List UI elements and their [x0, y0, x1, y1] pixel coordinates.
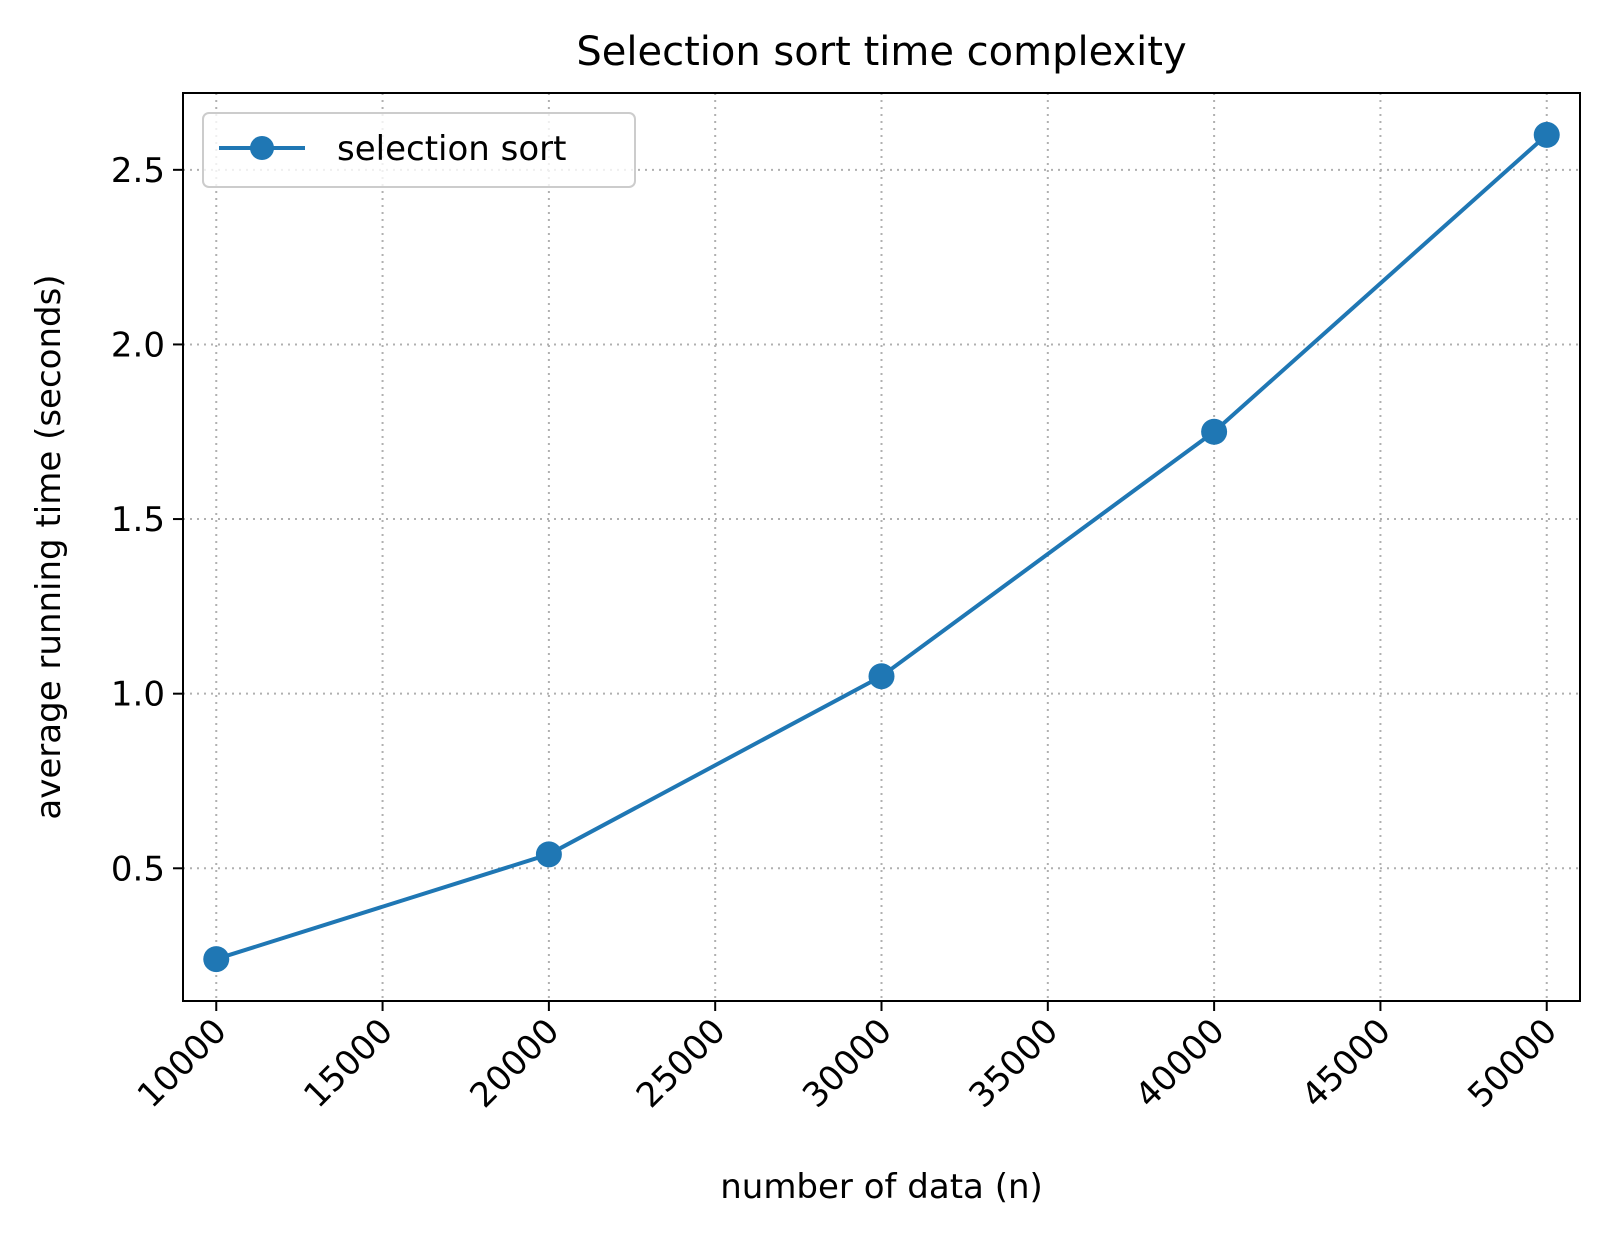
- data-point: [535, 841, 562, 868]
- x-tick-label: 45000: [1294, 1011, 1399, 1116]
- x-tick-label: 30000: [795, 1011, 900, 1116]
- y-tick-label: 2.0: [111, 325, 165, 365]
- grid: [183, 93, 1580, 1001]
- data-point: [1201, 418, 1228, 445]
- plot-frame: [182, 92, 1581, 1002]
- legend-entry-label: selection sort: [337, 129, 566, 169]
- y-axis-title: average running time (seconds): [29, 274, 69, 819]
- y-tick-label: 0.5: [111, 849, 165, 889]
- legend-marker-swatch: [250, 136, 274, 160]
- x-tick-label: 10000: [130, 1011, 235, 1116]
- x-tick-label: 35000: [961, 1011, 1066, 1116]
- y-axis-ticks: 0.5 1.0 1.5 2.0 2.5: [111, 151, 183, 889]
- y-tick-label: 1.0: [111, 675, 165, 715]
- x-tick-label: 50000: [1460, 1011, 1565, 1116]
- x-axis-ticks: 10000 15000 20000 25000 30000 35000 40000 45000…: [130, 1001, 1565, 1116]
- legend: selection sort: [202, 112, 636, 188]
- y-tick-label: 2.5: [111, 151, 165, 191]
- y-tick-label: 1.5: [111, 500, 165, 540]
- series-layer: [203, 121, 1560, 973]
- data-point: [1533, 121, 1560, 148]
- data-point: [203, 946, 230, 973]
- chart-title: Selection sort time complexity: [576, 29, 1186, 75]
- x-tick-label: 20000: [462, 1011, 567, 1116]
- legend-box: [202, 112, 636, 188]
- x-tick-label: 40000: [1128, 1011, 1233, 1116]
- data-point: [868, 663, 895, 690]
- x-axis-title: number of data (n): [720, 1167, 1043, 1207]
- x-tick-label: 15000: [296, 1011, 401, 1116]
- x-tick-label: 25000: [629, 1011, 734, 1116]
